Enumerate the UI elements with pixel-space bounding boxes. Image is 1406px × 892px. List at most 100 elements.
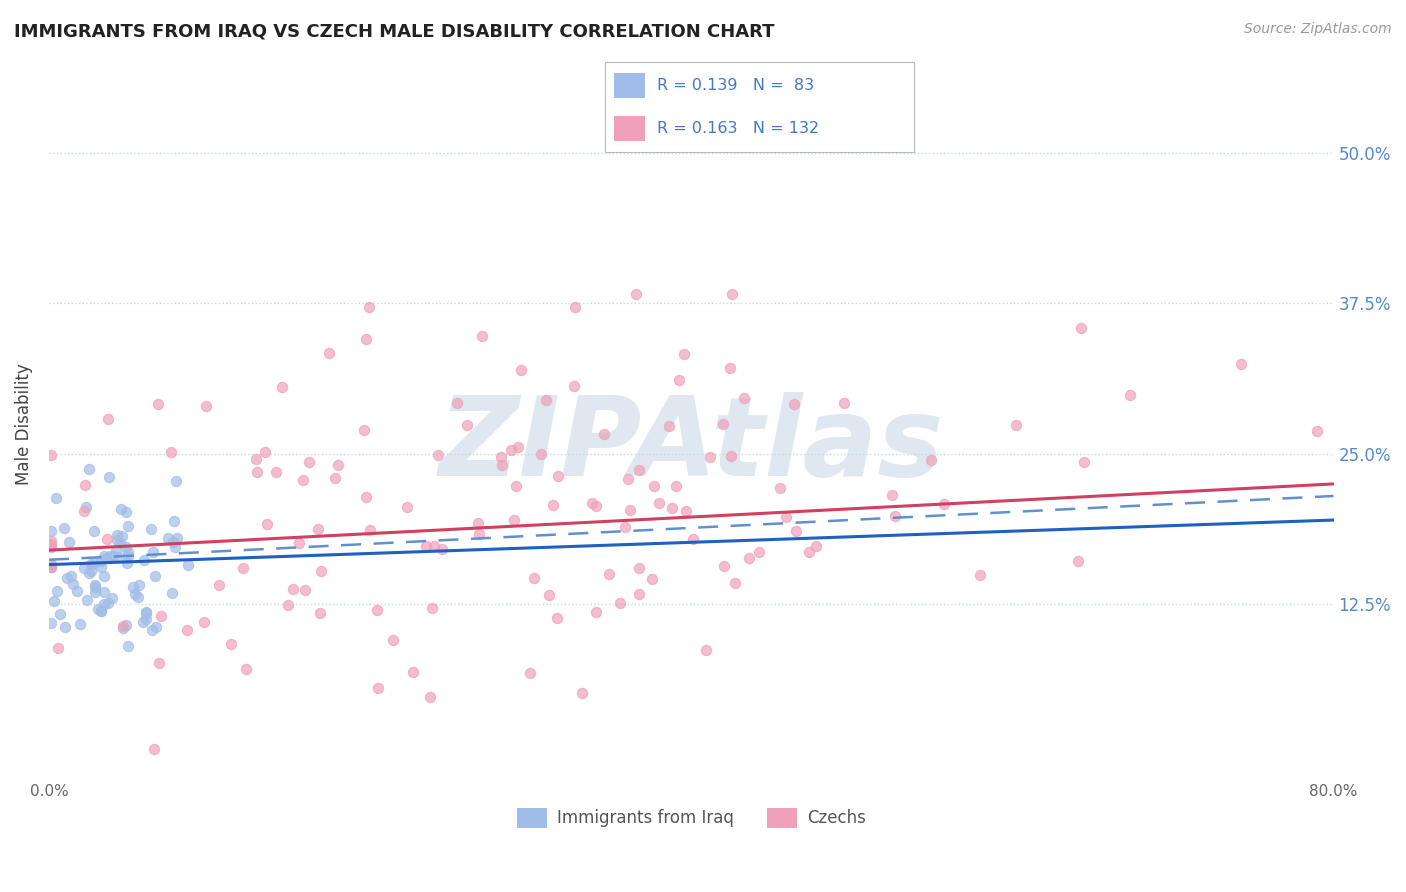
Point (353, 423, 375, 437)
Point (105, 533, 128, 548)
Point (73, 478, 96, 492)
Point (547, 468, 569, 483)
Point (176, 623, 198, 637)
Point (45, 491, 67, 505)
Point (139, 522, 162, 536)
Point (367, 681, 389, 696)
Point (39, 560, 62, 574)
Bar (614, 116, 645, 141)
Point (309, 565, 332, 579)
Point (143, 741, 166, 756)
Point (90, 604, 112, 618)
Point (546, 611, 568, 625)
Point (146, 397, 169, 411)
Point (193, 615, 215, 629)
Point (884, 509, 907, 524)
Point (969, 568, 991, 582)
Point (245, 452, 267, 467)
Point (253, 445, 276, 459)
Point (176, 558, 198, 573)
Point (97, 412, 120, 426)
Point (96, 533, 118, 547)
Point (39, 557, 62, 571)
Point (73, 504, 96, 518)
Point (62, 577, 84, 591)
Point (592, 426, 614, 441)
Point (49, 607, 72, 621)
Point (114, 618, 136, 632)
Point (90, 604, 112, 618)
Point (219, 637, 242, 651)
Point (505, 479, 527, 493)
Point (309, 606, 332, 620)
Point (160, 445, 183, 459)
Point (83, 577, 105, 591)
Bar (614, 73, 645, 98)
Point (39, 560, 62, 574)
Point (1067, 554, 1090, 568)
Point (921, 453, 943, 467)
Point (415, 540, 437, 554)
Point (97, 596, 120, 610)
Point (73, 561, 96, 575)
Point (720, 449, 742, 463)
Point (39, 524, 62, 539)
Point (682, 533, 704, 547)
Point (419, 690, 441, 705)
Point (59, 569, 82, 583)
Point (665, 479, 688, 493)
Point (46, 641, 69, 656)
Point (208, 577, 231, 591)
Point (834, 396, 856, 410)
Point (658, 419, 681, 434)
Point (195, 399, 218, 413)
Point (160, 586, 183, 600)
Point (695, 642, 717, 657)
Point (163, 540, 186, 554)
Point (307, 522, 329, 536)
Point (145, 620, 167, 634)
Point (356, 332, 378, 346)
Point (446, 396, 468, 410)
Point (396, 500, 419, 515)
Point (648, 496, 671, 510)
Point (619, 503, 641, 517)
Point (105, 528, 128, 542)
Point (571, 685, 593, 699)
Point (323, 471, 346, 485)
Point (235, 662, 257, 676)
Y-axis label: Male Disability: Male Disability (15, 363, 32, 484)
Point (382, 633, 405, 648)
Point (53, 620, 76, 634)
Point (93, 549, 115, 563)
Point (39, 448, 62, 462)
Point (640, 572, 662, 586)
Point (675, 503, 697, 517)
Point (76, 593, 98, 607)
Point (111, 621, 134, 635)
Text: R = 0.163   N = 132: R = 0.163 N = 132 (657, 121, 820, 136)
Point (58, 535, 80, 549)
Point (668, 373, 690, 387)
Point (77, 566, 100, 580)
Point (1070, 321, 1092, 335)
Point (117, 639, 139, 653)
Point (713, 559, 735, 574)
Point (661, 501, 683, 516)
Point (77, 462, 100, 476)
Point (93, 569, 115, 583)
Point (430, 541, 453, 556)
Point (720, 360, 742, 375)
Point (467, 527, 489, 541)
Point (354, 490, 377, 504)
Point (100, 591, 122, 606)
Point (523, 571, 546, 585)
Point (1119, 388, 1142, 402)
Point (101, 549, 124, 563)
Text: Source: ZipAtlas.com: Source: ZipAtlas.com (1244, 22, 1392, 37)
Point (83, 580, 105, 594)
Point (232, 561, 254, 575)
Point (499, 442, 522, 457)
Point (420, 600, 443, 615)
Point (711, 417, 734, 432)
